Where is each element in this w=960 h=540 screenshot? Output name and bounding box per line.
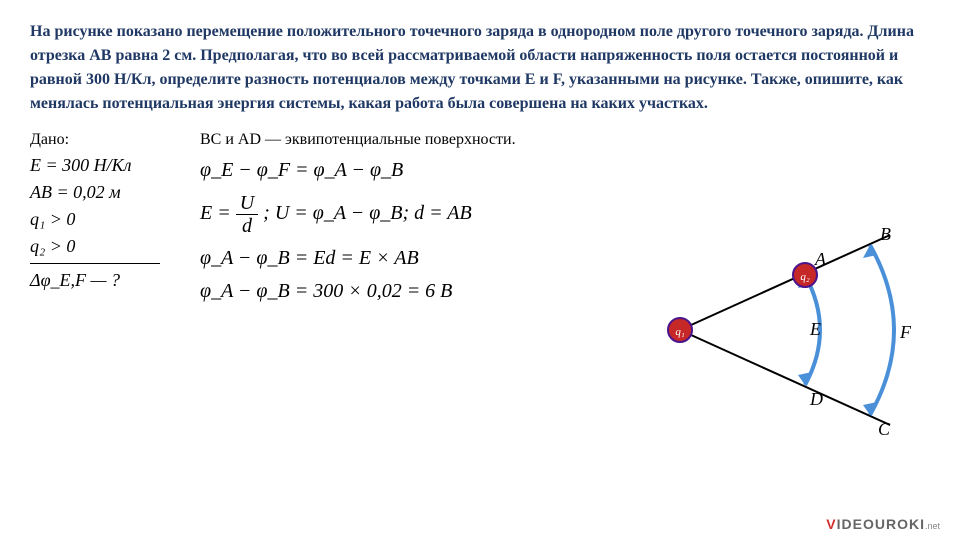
label-q1-inner: q₁ xyxy=(675,326,685,338)
given-block: Дано: E = 300 Н/Кл AB = 0,02 м q₁ > 0 q₂… xyxy=(30,131,190,313)
given-AB: AB = 0,02 м xyxy=(30,182,190,203)
label-A: A xyxy=(814,249,827,269)
solution-title: BC и AD — эквипотенциальные поверхности. xyxy=(200,131,930,149)
arc-BC xyxy=(870,245,894,415)
fraction: U d xyxy=(236,192,258,237)
footer-brand: VIDEOUROKI.net xyxy=(826,516,940,532)
brand-net: .net xyxy=(925,521,940,531)
divider xyxy=(30,263,160,264)
label-E: E xyxy=(809,319,821,339)
eq2-post: ; U = φ_A − φ_B; d = AB xyxy=(263,202,472,224)
label-F: F xyxy=(899,322,912,342)
label-D: D xyxy=(809,389,823,409)
physics-diagram: q₁ q₂ A B C D E F xyxy=(650,220,930,440)
label-C: C xyxy=(878,419,891,439)
label-B: B xyxy=(880,224,891,244)
label-q2-inner: q₂ xyxy=(800,271,810,283)
given-find: Δφ_E,F — ? xyxy=(30,270,190,291)
frac-den: d xyxy=(236,215,258,237)
ray-top xyxy=(680,235,890,330)
given-q2: q₂ > 0 xyxy=(30,236,190,257)
problem-statement: На рисунке показано перемещение положите… xyxy=(30,20,930,116)
eq1: φ_E − φ_F = φ_A − φ_B xyxy=(200,159,930,182)
brand-v: V xyxy=(826,516,836,532)
given-q1: q₁ > 0 xyxy=(30,209,190,230)
ray-bottom xyxy=(680,330,890,425)
frac-num: U xyxy=(236,192,258,215)
eq2-pre: E = xyxy=(200,202,236,224)
given-title: Дано: xyxy=(30,131,190,149)
brand-rest: IDEOUROKI xyxy=(837,516,925,532)
given-E: E = 300 Н/Кл xyxy=(30,155,190,176)
